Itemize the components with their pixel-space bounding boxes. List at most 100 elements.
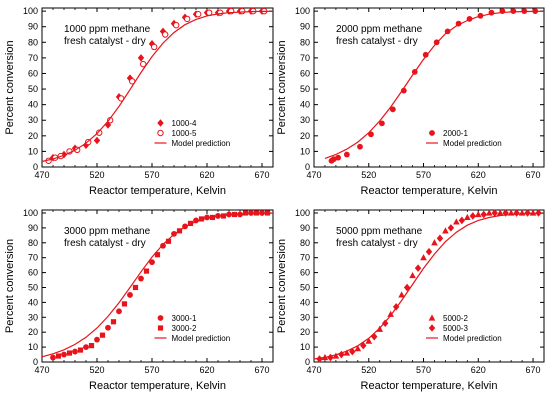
y-tick-label: 0 [33, 357, 38, 367]
x-tick-label: 520 [361, 365, 376, 375]
data-point-5000-2 [496, 209, 504, 216]
y-tick-label: 30 [300, 312, 310, 322]
data-point-3000-2 [187, 220, 194, 227]
y-tick-label: 50 [28, 282, 38, 292]
y-axis-label: Percent conversion [4, 40, 16, 134]
data-point-1000-5 [184, 15, 191, 23]
data-point-3000-2 [198, 216, 205, 222]
data-point-3000-2 [165, 238, 172, 244]
data-point-5000-2 [485, 209, 493, 216]
data-point-1000-5 [173, 21, 180, 29]
data-point-5000-3 [491, 209, 498, 217]
data-point-5000-3 [414, 264, 422, 272]
data-point-3000-1 [248, 210, 254, 216]
x-tick-label: 570 [144, 170, 159, 180]
y-tick-label: 40 [300, 100, 310, 110]
legend-marker [157, 315, 164, 321]
data-point-5000-3 [513, 209, 520, 217]
data-point-5000-2 [343, 349, 351, 356]
data-point-5000-2 [398, 291, 405, 298]
chart-annotation: 2000 ppm methane [336, 24, 423, 35]
y-tick-label: 50 [300, 282, 310, 292]
legend-marker [428, 324, 436, 332]
data-point-3000-2 [66, 350, 73, 356]
data-point-5000-2 [442, 227, 449, 234]
y-tick-label: 10 [28, 342, 38, 352]
data-point-1000-5 [217, 9, 224, 16]
plot-frame [313, 7, 545, 168]
y-tick-label: 70 [300, 253, 310, 263]
data-point-2000-1 [400, 87, 407, 94]
y-tick-label: 40 [28, 100, 38, 110]
data-point-5000-2 [474, 210, 482, 218]
y-tick-label: 0 [305, 357, 310, 367]
y-tick-label: 80 [28, 238, 38, 248]
x-tick-label: 670 [254, 365, 269, 375]
x-tick-label: 670 [526, 365, 541, 375]
data-point-3000-2 [143, 268, 150, 274]
legend-label: 1000-4 [172, 119, 197, 128]
legend-marker [157, 129, 164, 137]
data-point-3000-2 [88, 343, 95, 349]
x-axis-label: Reactor temperature, Kelvin [361, 380, 498, 392]
data-point-3000-1 [127, 292, 133, 298]
y-tick-label: 100 [23, 208, 38, 218]
y-axis-label: Percent conversion [4, 239, 16, 333]
chart-panel-4: 470 520 570 620 670 0 10 20 30 40 50 60 70 80 90 100 Rea… [276, 208, 545, 392]
data-point-3000-1 [105, 324, 111, 331]
data-point-1000-5 [239, 7, 246, 15]
data-point-1000-5 [96, 129, 103, 136]
x-axis-label: Reactor temperature, Kelvin [361, 185, 498, 197]
series-line-model-prediction [41, 10, 274, 163]
y-tick-label: 10 [300, 342, 310, 352]
y-axis-label: Percent conversion [276, 40, 288, 134]
y-tick-label: 60 [300, 68, 310, 78]
data-point-5000-3 [349, 347, 356, 356]
data-point-3000-1 [72, 348, 78, 355]
y-tick-label: 20 [300, 327, 310, 337]
chart-annotation: 5000 ppm methane [336, 226, 423, 237]
y-tick-label: 80 [300, 238, 310, 248]
y-tick-label: 30 [28, 312, 38, 322]
data-point-5000-3 [316, 355, 323, 363]
data-point-1000-4 [60, 150, 68, 159]
legend-label: 5000-2 [443, 314, 468, 323]
y-tick-label: 30 [28, 115, 38, 125]
x-tick-label: 570 [416, 365, 431, 375]
x-tick-label: 670 [526, 170, 541, 180]
x-tick-label: 520 [89, 365, 104, 375]
data-point-5000-2 [420, 254, 427, 261]
y-tick-label: 10 [28, 146, 38, 156]
data-point-5000-2 [387, 310, 394, 317]
data-point-5000-3 [447, 224, 455, 232]
data-point-3000-1 [50, 354, 56, 361]
data-point-3000-2 [77, 347, 84, 353]
data-point-3000-1 [116, 308, 122, 315]
legend-label: 3000-1 [172, 314, 197, 323]
y-tick-label: 10 [300, 146, 310, 156]
legend-label: 5000-3 [443, 324, 468, 333]
legend-label: Model prediction [443, 334, 502, 343]
data-point-3000-2 [99, 332, 106, 338]
x-tick-label: 620 [471, 365, 486, 375]
y-tick-label: 100 [23, 6, 38, 16]
data-point-1000-4 [148, 40, 156, 48]
data-point-2000-1 [389, 106, 396, 113]
x-tick-label: 520 [361, 170, 376, 180]
data-point-2000-1 [357, 143, 363, 150]
data-point-3000-1 [83, 344, 89, 350]
y-tick-label: 40 [28, 297, 38, 307]
y-tick-label: 60 [28, 68, 38, 78]
data-point-5000-3 [480, 210, 487, 219]
chart-panel-3: 470 520 570 620 670 0 10 20 30 40 50 60 70 80 90 100 Rea… [4, 208, 274, 392]
x-tick-label: 470 [306, 170, 321, 180]
data-point-3000-2 [55, 353, 62, 359]
data-point-3000-1 [149, 259, 155, 266]
data-point-5000-3 [381, 319, 389, 328]
y-tick-label: 50 [28, 84, 38, 94]
y-tick-label: 70 [300, 53, 310, 63]
legend-marker [429, 130, 435, 136]
y-tick-label: 30 [300, 115, 310, 125]
chart-annotation: fresh catalyst - dry [64, 36, 146, 47]
data-point-3000-1 [138, 275, 144, 282]
